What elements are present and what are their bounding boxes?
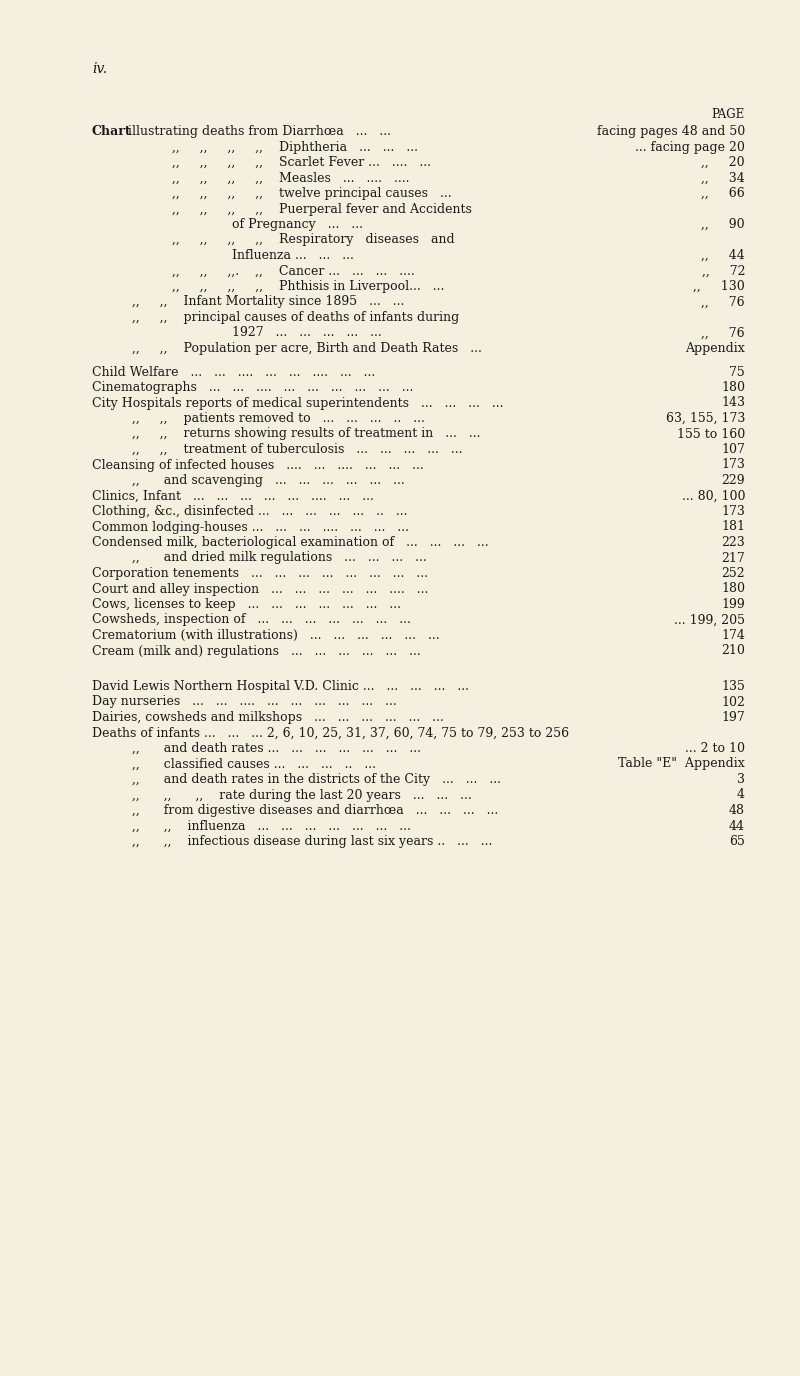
Text: 180: 180 (721, 381, 745, 394)
Text: Clothing, &c., disinfected ...   ...   ...   ...   ...   ..   ...: Clothing, &c., disinfected ... ... ... .… (92, 505, 407, 517)
Text: ,,     ,,     ,,.    ,,    Cancer ...   ...   ...   ....: ,, ,, ,,. ,, Cancer ... ... ... .... (172, 264, 414, 278)
Text: Appendix: Appendix (686, 343, 745, 355)
Text: 181: 181 (721, 520, 745, 534)
Text: iv.: iv. (92, 62, 107, 76)
Text: ,,      ,,    influenza   ...   ...   ...   ...   ...   ...   ...: ,, ,, influenza ... ... ... ... ... ... … (132, 820, 411, 832)
Text: 1927   ...   ...   ...   ...   ...: 1927 ... ... ... ... ... (232, 326, 382, 340)
Text: ,,      classified causes ...   ...   ...   ..   ...: ,, classified causes ... ... ... .. ... (132, 758, 376, 771)
Text: 217: 217 (722, 552, 745, 564)
Text: Influenza ...   ...   ...: Influenza ... ... ... (232, 249, 354, 261)
Text: 48: 48 (729, 804, 745, 817)
Text: ,,      ,,      ,,    rate during the last 20 years   ...   ...   ...: ,, ,, ,, rate during the last 20 years .… (132, 788, 472, 801)
Text: ,,     ,,     ,,     ,,    Diphtheria   ...   ...   ...: ,, ,, ,, ,, Diphtheria ... ... ... (172, 140, 418, 154)
Text: PAGE: PAGE (712, 107, 745, 121)
Text: ,,     76: ,, 76 (702, 296, 745, 308)
Text: ,,     72: ,, 72 (702, 264, 745, 278)
Text: ... 2 to 10: ... 2 to 10 (685, 742, 745, 755)
Text: Cows, licenses to keep   ...   ...   ...   ...   ...   ...   ...: Cows, licenses to keep ... ... ... ... .… (92, 599, 401, 611)
Text: Cleansing of infected houses   ....   ...   ....   ...   ...   ...: Cleansing of infected houses .... ... ..… (92, 458, 424, 472)
Text: Day nurseries   ...   ...   ....   ...   ...   ...   ...   ...   ...: Day nurseries ... ... .... ... ... ... .… (92, 695, 397, 709)
Text: ,,     ,,     ,,     ,,    Scarlet Fever ...   ....   ...: ,, ,, ,, ,, Scarlet Fever ... .... ... (172, 155, 431, 169)
Text: ,,      and death rates ...   ...   ...   ...   ...   ...   ...: ,, and death rates ... ... ... ... ... .… (132, 742, 421, 755)
Text: ,,     ,,    patients removed to   ...   ...   ...   ..   ...: ,, ,, patients removed to ... ... ... ..… (132, 411, 425, 425)
Text: ,,     ,,    treatment of tuberculosis   ...   ...   ...   ...   ...: ,, ,, treatment of tuberculosis ... ... … (132, 443, 462, 455)
Text: ,,     ,,     ,,     ,,    twelve principal causes   ...: ,, ,, ,, ,, twelve principal causes ... (172, 187, 452, 200)
Text: 143: 143 (721, 396, 745, 410)
Text: 174: 174 (721, 629, 745, 643)
Text: ,,     ,,    Infant Mortality since 1895   ...   ...: ,, ,, Infant Mortality since 1895 ... ..… (132, 296, 404, 308)
Text: ,,      and death rates in the districts of the City   ...   ...   ...: ,, and death rates in the districts of t… (132, 773, 501, 786)
Text: facing pages 48 and 50: facing pages 48 and 50 (597, 125, 745, 138)
Text: ... 80, 100: ... 80, 100 (682, 490, 745, 502)
Text: City Hospitals reports of medical superintendents   ...   ...   ...   ...: City Hospitals reports of medical superi… (92, 396, 503, 410)
Text: Crematorium (with illustrations)   ...   ...   ...   ...   ...   ...: Crematorium (with illustrations) ... ...… (92, 629, 440, 643)
Text: ... 199, 205: ... 199, 205 (674, 614, 745, 626)
Text: Deaths of infants ...   ...   ... 2, 6, 10, 25, 31, 37, 60, 74, 75 to 79, 253 to: Deaths of infants ... ... ... 2, 6, 10, … (92, 727, 569, 739)
Text: ,,     130: ,, 130 (694, 279, 745, 293)
Text: 155 to 160: 155 to 160 (677, 428, 745, 440)
Text: ,,      from digestive diseases and diarrhœa   ...   ...   ...   ...: ,, from digestive diseases and diarrhœa … (132, 804, 498, 817)
Text: ,,     ,,     ,,     ,,    Respiratory   diseases   and: ,, ,, ,, ,, Respiratory diseases and (172, 234, 454, 246)
Text: 75: 75 (730, 366, 745, 378)
Text: illustrating deaths from Diarrhœa   ...   ...: illustrating deaths from Diarrhœa ... ..… (124, 125, 391, 138)
Text: Cream (milk and) regulations   ...   ...   ...   ...   ...   ...: Cream (milk and) regulations ... ... ...… (92, 644, 421, 658)
Text: ,,     90: ,, 90 (702, 217, 745, 231)
Text: of Pregnancy   ...   ...: of Pregnancy ... ... (232, 217, 363, 231)
Text: ,,     ,,    returns showing results of treatment in   ...   ...: ,, ,, returns showing results of treatme… (132, 428, 481, 440)
Text: 65: 65 (729, 835, 745, 848)
Text: 223: 223 (722, 537, 745, 549)
Text: 4: 4 (737, 788, 745, 801)
Text: ,,      and scavenging   ...   ...   ...   ...   ...   ...: ,, and scavenging ... ... ... ... ... ..… (132, 473, 405, 487)
Text: 180: 180 (721, 582, 745, 596)
Text: 173: 173 (721, 458, 745, 472)
Text: Chart: Chart (92, 125, 132, 138)
Text: Cowsheds, inspection of   ...   ...   ...   ...   ...   ...   ...: Cowsheds, inspection of ... ... ... ... … (92, 614, 411, 626)
Text: ,,     ,,     ,,     ,,    Phthisis in Liverpool...   ...: ,, ,, ,, ,, Phthisis in Liverpool... ... (172, 279, 444, 293)
Text: ,,     ,,     ,,     ,,    Measles   ...   ....   ....: ,, ,, ,, ,, Measles ... .... .... (172, 172, 410, 184)
Text: Dairies, cowsheds and milkshops   ...   ...   ...   ...   ...   ...: Dairies, cowsheds and milkshops ... ... … (92, 711, 444, 724)
Text: Child Welfare   ...   ...   ....   ...   ...   ....   ...   ...: Child Welfare ... ... .... ... ... .... … (92, 366, 375, 378)
Text: 135: 135 (721, 680, 745, 694)
Text: ,,     66: ,, 66 (702, 187, 745, 200)
Text: ,,     ,,     ,,     ,,    Puerperal fever and Accidents: ,, ,, ,, ,, Puerperal fever and Accident… (172, 202, 472, 216)
Text: ,,     34: ,, 34 (702, 172, 745, 184)
Text: 252: 252 (722, 567, 745, 581)
Text: Cinematographs   ...   ...   ....   ...   ...   ...   ...   ...   ...: Cinematographs ... ... .... ... ... ... … (92, 381, 414, 394)
Text: 102: 102 (721, 695, 745, 709)
Text: Table "E"  Appendix: Table "E" Appendix (618, 758, 745, 771)
Text: ... facing page 20: ... facing page 20 (635, 140, 745, 154)
Text: 3: 3 (737, 773, 745, 786)
Text: Clinics, Infant   ...   ...   ...   ...   ...   ....   ...   ...: Clinics, Infant ... ... ... ... ... ....… (92, 490, 374, 502)
Text: 197: 197 (722, 711, 745, 724)
Text: 210: 210 (721, 644, 745, 658)
Text: Court and alley inspection   ...   ...   ...   ...   ...   ....   ...: Court and alley inspection ... ... ... .… (92, 582, 428, 596)
Text: Corporation tenements   ...   ...   ...   ...   ...   ...   ...   ...: Corporation tenements ... ... ... ... ..… (92, 567, 428, 581)
Text: 63, 155, 173: 63, 155, 173 (666, 411, 745, 425)
Text: ,,     20: ,, 20 (702, 155, 745, 169)
Text: ,,      ,,    infectious disease during last six years ..   ...   ...: ,, ,, infectious disease during last six… (132, 835, 492, 848)
Text: Condensed milk, bacteriological examination of   ...   ...   ...   ...: Condensed milk, bacteriological examinat… (92, 537, 489, 549)
Text: 44: 44 (729, 820, 745, 832)
Text: ,,     44: ,, 44 (702, 249, 745, 261)
Text: ,,     76: ,, 76 (702, 326, 745, 340)
Text: 229: 229 (722, 473, 745, 487)
Text: ,,      and dried milk regulations   ...   ...   ...   ...: ,, and dried milk regulations ... ... ..… (132, 552, 426, 564)
Text: 173: 173 (721, 505, 745, 517)
Text: David Lewis Northern Hospital V.D. Clinic ...   ...   ...   ...   ...: David Lewis Northern Hospital V.D. Clini… (92, 680, 469, 694)
Text: 199: 199 (722, 599, 745, 611)
Text: ,,     ,,    principal causes of deaths of infants during: ,, ,, principal causes of deaths of infa… (132, 311, 459, 323)
Text: 107: 107 (721, 443, 745, 455)
Text: ,,     ,,    Population per acre, Birth and Death Rates   ...: ,, ,, Population per acre, Birth and Dea… (132, 343, 482, 355)
Text: Common lodging-houses ...   ...   ...   ....   ...   ...   ...: Common lodging-houses ... ... ... .... .… (92, 520, 409, 534)
